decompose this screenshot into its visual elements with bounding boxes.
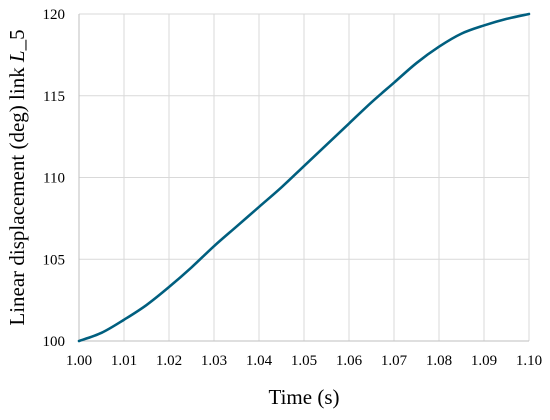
series-line bbox=[77, 12, 531, 343]
y-tick-label: 120 bbox=[43, 7, 66, 23]
y-tick-labels: 100 105 110 115 120 bbox=[43, 7, 66, 350]
x-tick-label: 1.02 bbox=[156, 353, 182, 369]
y-axis-title-prefix: Linear displacement (deg) link bbox=[5, 62, 29, 326]
x-tick-label: 1.09 bbox=[471, 353, 497, 369]
x-tick-label: 1.05 bbox=[291, 353, 317, 369]
y-axis-title-italic: L bbox=[5, 50, 29, 63]
x-tick-label: 1.10 bbox=[516, 353, 542, 369]
y-tick-label: 110 bbox=[43, 171, 65, 187]
x-tick-label: 1.08 bbox=[426, 353, 452, 369]
x-tick-labels: 1.00 1.01 1.02 1.03 1.04 1.05 1.06 1.07 1.08 1.09… bbox=[66, 353, 542, 369]
y-axis-title: Linear displacement (deg) link L_5 bbox=[5, 29, 29, 325]
x-tick-label: 1.06 bbox=[336, 353, 363, 369]
series-layer bbox=[77, 12, 531, 343]
y-tick-label: 100 bbox=[43, 334, 66, 350]
x-tick-label: 1.00 bbox=[66, 353, 92, 369]
gridlines bbox=[79, 13, 530, 341]
y-tick-label: 105 bbox=[43, 252, 66, 268]
x-tick-label: 1.04 bbox=[246, 353, 273, 369]
x-tick-label: 1.03 bbox=[201, 353, 227, 369]
x-tick-label: 1.01 bbox=[111, 353, 137, 369]
x-tick-label: 1.07 bbox=[381, 353, 408, 369]
axes bbox=[78, 14, 529, 342]
y-axis-title-suffix: _5 bbox=[5, 29, 29, 51]
x-axis-title: Time (s) bbox=[269, 385, 340, 409]
y-tick-label: 115 bbox=[43, 89, 65, 105]
